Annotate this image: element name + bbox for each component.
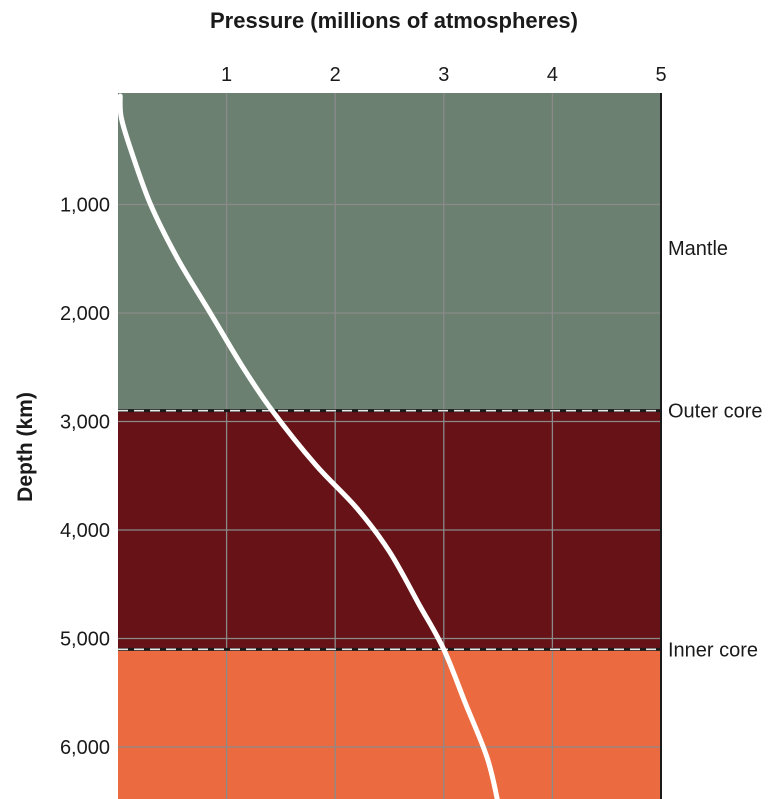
layer-labels: Mantle Outer core Inner core bbox=[668, 238, 762, 661]
y-axis-title: Depth (km) bbox=[14, 392, 37, 502]
x-tick-label: 3 bbox=[438, 64, 449, 86]
y-tick-label: 2,000 bbox=[60, 303, 110, 325]
earth-layers bbox=[118, 93, 661, 799]
x-tick-label: 4 bbox=[547, 64, 558, 86]
x-axis-ticks: 1 2 3 4 5 bbox=[221, 64, 667, 86]
y-tick-label: 5,000 bbox=[60, 629, 110, 651]
y-axis-ticks: 1,000 2,000 3,000 4,000 5,000 6,000 bbox=[60, 195, 110, 760]
layer-label-inner-core: Inner core bbox=[668, 639, 758, 661]
x-tick-label: 5 bbox=[655, 64, 666, 86]
y-tick-label: 3,000 bbox=[60, 412, 110, 434]
x-axis-title: Pressure (millions of atmospheres) bbox=[210, 8, 578, 33]
x-tick-label: 2 bbox=[330, 64, 341, 86]
layer-boundaries bbox=[118, 409, 661, 651]
x-tick-label: 1 bbox=[221, 64, 232, 86]
y-tick-label: 1,000 bbox=[60, 195, 110, 217]
y-tick-label: 4,000 bbox=[60, 520, 110, 542]
grid bbox=[118, 93, 662, 799]
pressure-curve bbox=[117, 93, 500, 799]
layer-label-mantle: Mantle bbox=[668, 238, 728, 260]
layer-label-outer-core: Outer core bbox=[668, 401, 762, 423]
layer-band-mantle bbox=[118, 93, 661, 411]
layer-band-inner-core bbox=[118, 649, 661, 799]
series-line bbox=[117, 93, 500, 799]
y-tick-label: 6,000 bbox=[60, 737, 110, 759]
